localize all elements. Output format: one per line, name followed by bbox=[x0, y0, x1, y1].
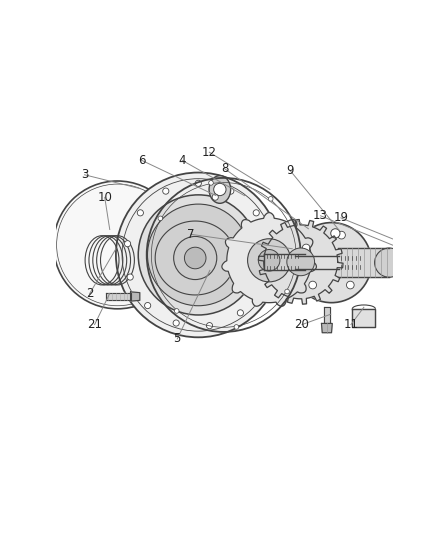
Circle shape bbox=[208, 181, 213, 185]
Circle shape bbox=[53, 181, 181, 309]
Circle shape bbox=[258, 249, 280, 271]
Polygon shape bbox=[222, 213, 316, 306]
Polygon shape bbox=[352, 309, 375, 327]
Circle shape bbox=[268, 197, 273, 201]
Text: 21: 21 bbox=[87, 318, 102, 331]
Circle shape bbox=[124, 240, 131, 247]
Circle shape bbox=[184, 247, 206, 269]
Circle shape bbox=[127, 274, 133, 280]
Circle shape bbox=[267, 252, 273, 258]
Text: 11: 11 bbox=[343, 318, 358, 331]
Polygon shape bbox=[338, 248, 389, 277]
Circle shape bbox=[259, 284, 265, 290]
Ellipse shape bbox=[412, 247, 416, 278]
Circle shape bbox=[195, 180, 201, 187]
Polygon shape bbox=[131, 292, 140, 301]
Circle shape bbox=[214, 183, 226, 196]
Circle shape bbox=[173, 320, 179, 326]
Circle shape bbox=[116, 173, 281, 337]
Polygon shape bbox=[106, 294, 131, 300]
Circle shape bbox=[237, 310, 244, 316]
Circle shape bbox=[206, 322, 212, 329]
Text: 19: 19 bbox=[333, 212, 348, 224]
Circle shape bbox=[162, 188, 169, 194]
Text: 10: 10 bbox=[97, 191, 112, 204]
Ellipse shape bbox=[395, 243, 406, 282]
Circle shape bbox=[228, 188, 234, 194]
Circle shape bbox=[145, 302, 151, 309]
Text: 7: 7 bbox=[187, 228, 194, 241]
Circle shape bbox=[331, 229, 340, 238]
Circle shape bbox=[138, 195, 258, 315]
Circle shape bbox=[234, 325, 239, 329]
Text: 2: 2 bbox=[86, 287, 93, 300]
Text: 12: 12 bbox=[202, 146, 217, 159]
Circle shape bbox=[287, 248, 314, 276]
Ellipse shape bbox=[209, 175, 231, 203]
Ellipse shape bbox=[409, 243, 419, 282]
Circle shape bbox=[158, 216, 162, 221]
Text: 6: 6 bbox=[138, 154, 145, 167]
Circle shape bbox=[302, 244, 310, 252]
Text: 5: 5 bbox=[173, 333, 181, 345]
Circle shape bbox=[174, 309, 179, 313]
Text: 20: 20 bbox=[295, 318, 310, 331]
Circle shape bbox=[338, 231, 345, 239]
Circle shape bbox=[148, 204, 249, 306]
Circle shape bbox=[137, 210, 143, 216]
Circle shape bbox=[173, 237, 217, 280]
Text: 9: 9 bbox=[286, 164, 294, 177]
Text: 4: 4 bbox=[179, 154, 186, 167]
Circle shape bbox=[346, 281, 354, 289]
Circle shape bbox=[247, 239, 291, 282]
Text: 8: 8 bbox=[221, 162, 228, 175]
Circle shape bbox=[212, 194, 218, 200]
Circle shape bbox=[266, 240, 272, 247]
Text: 3: 3 bbox=[81, 168, 88, 181]
Text: 13: 13 bbox=[313, 209, 328, 222]
Circle shape bbox=[309, 281, 317, 289]
Circle shape bbox=[374, 248, 404, 277]
Ellipse shape bbox=[398, 247, 403, 278]
Circle shape bbox=[253, 210, 259, 216]
Polygon shape bbox=[321, 324, 332, 333]
Polygon shape bbox=[324, 306, 330, 324]
Circle shape bbox=[285, 289, 290, 294]
Circle shape bbox=[291, 223, 371, 303]
Polygon shape bbox=[258, 220, 343, 304]
